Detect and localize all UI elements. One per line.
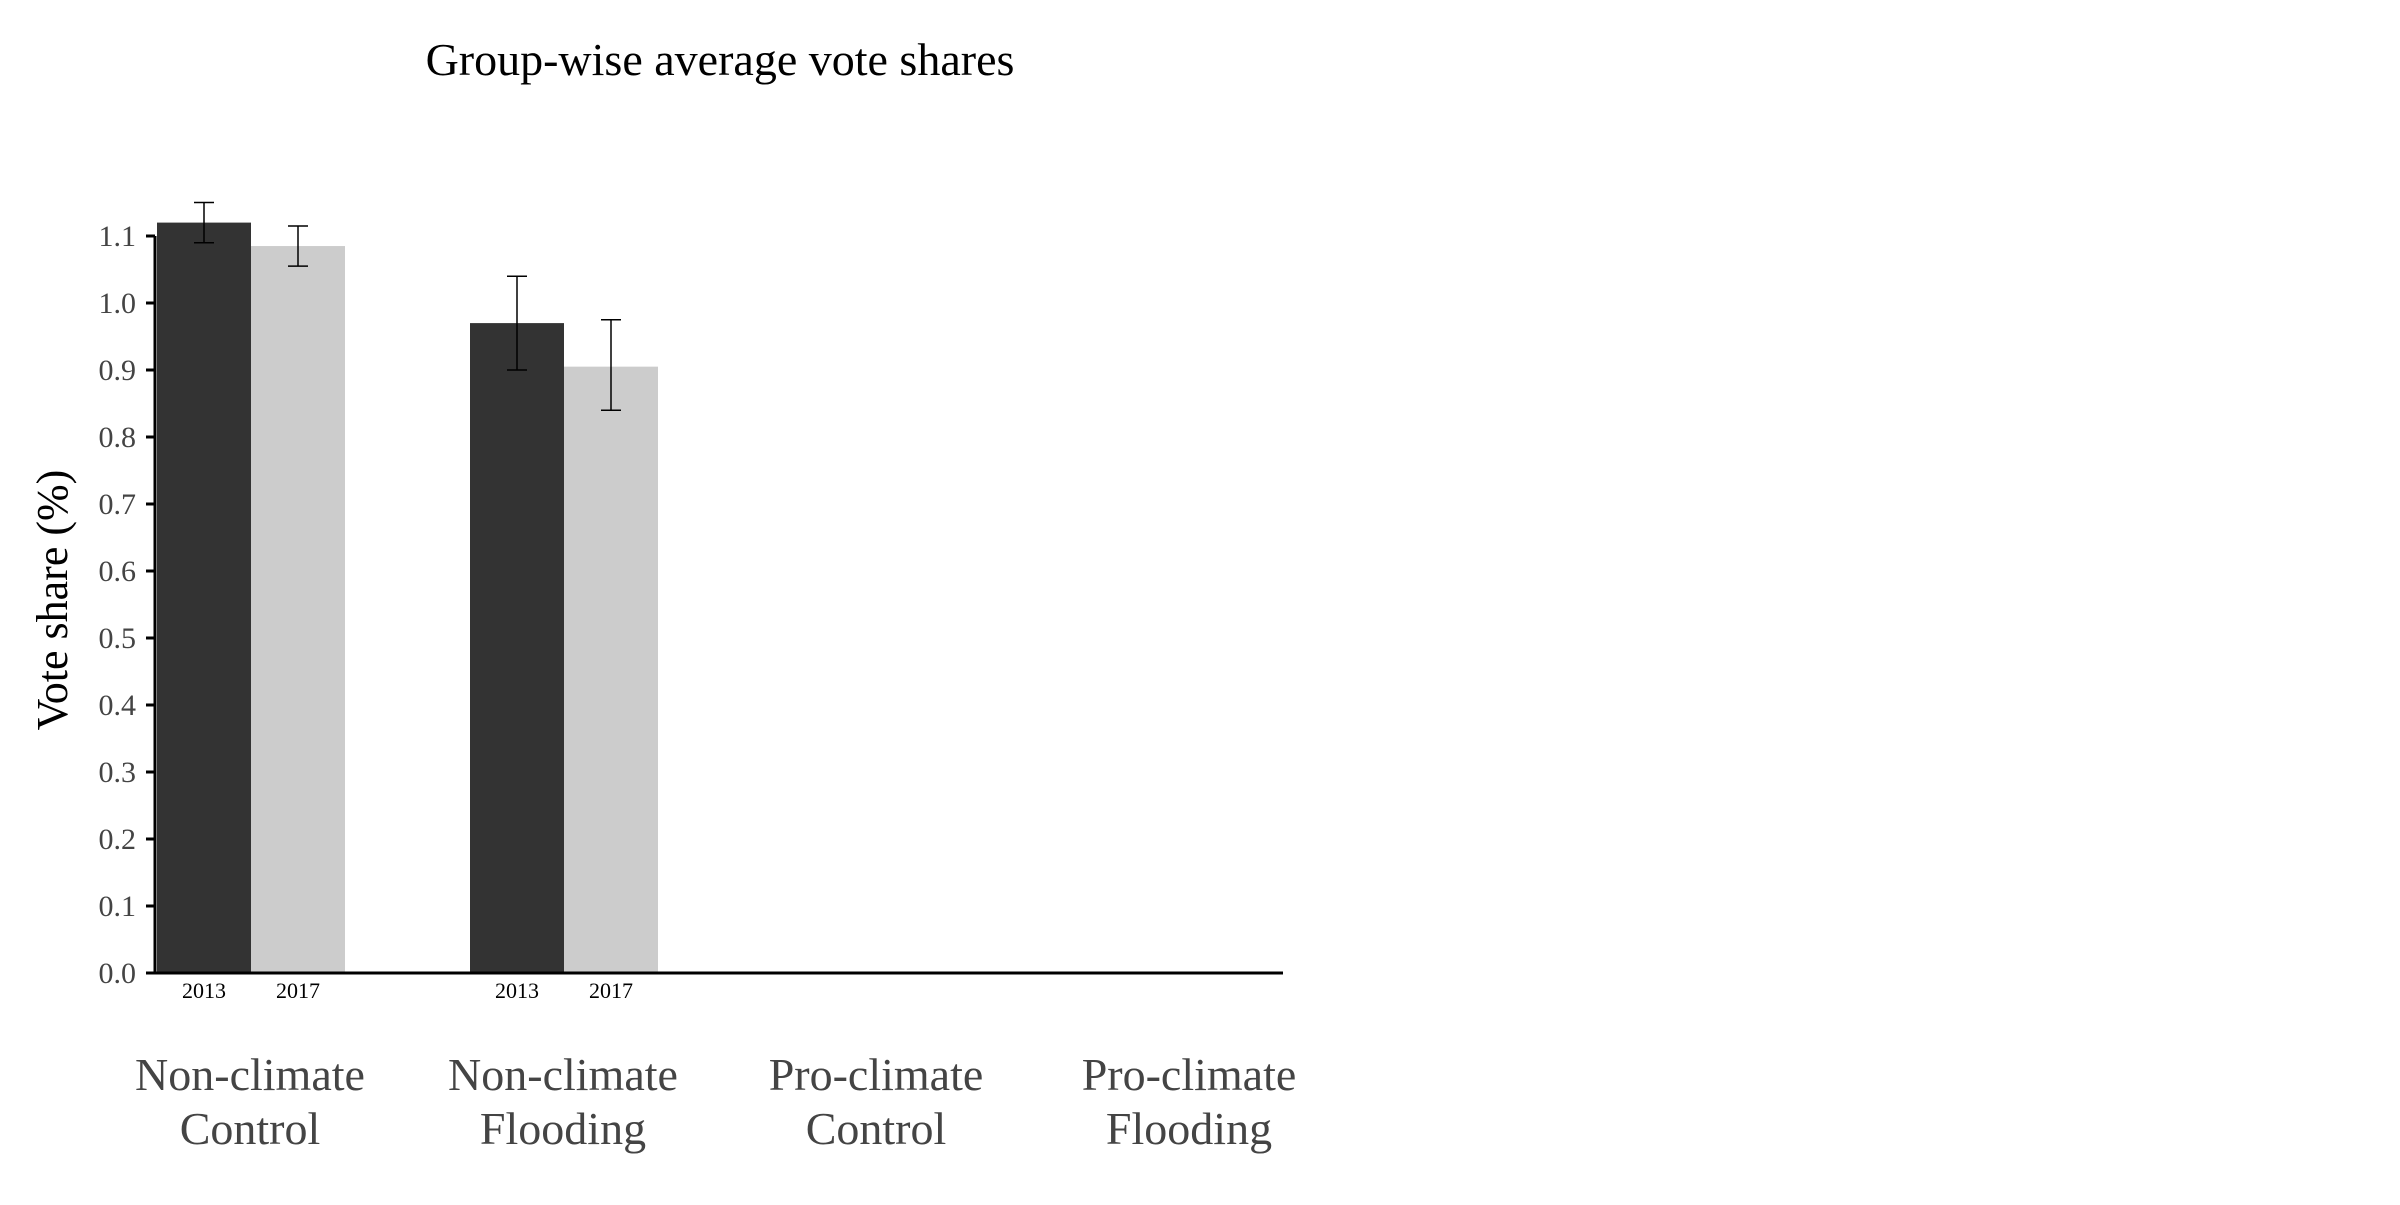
y-tick-label-0.5: 0.5 bbox=[99, 622, 137, 655]
y-tick-label-1.1: 1.1 bbox=[99, 220, 137, 253]
y-tick-label-0.0: 0.0 bbox=[99, 957, 137, 990]
y-tick-label-0.1: 0.1 bbox=[99, 890, 137, 923]
category-label-3-1: Flooding bbox=[1106, 1103, 1272, 1154]
y-tick-label-0.3: 0.3 bbox=[99, 756, 137, 789]
bars-layer bbox=[157, 222, 658, 974]
y-tick-label-0.2: 0.2 bbox=[99, 823, 137, 856]
axes-layer bbox=[146, 234, 1283, 975]
category-label-2-1: Control bbox=[806, 1103, 947, 1154]
year-label-2017-1: 2017 bbox=[589, 978, 633, 1003]
bar-2017-0 bbox=[251, 246, 345, 974]
chart-title: Group-wise average vote shares bbox=[426, 34, 1015, 85]
year-label-2013-0: 2013 bbox=[182, 978, 226, 1003]
year-label-2013-1: 2013 bbox=[495, 978, 539, 1003]
labels-layer: 2013 2017 2013 2017 0.0 0.1 0.2 0.3 0.4 0.5 0.6 0.7… bbox=[99, 220, 1297, 1154]
error-bars-layer bbox=[194, 201, 621, 411]
bar-2013-0 bbox=[157, 222, 251, 974]
y-tick-label-1.0: 1.0 bbox=[99, 287, 137, 320]
y-tick-label-0.6: 0.6 bbox=[99, 555, 137, 588]
bar-2013-1 bbox=[470, 323, 564, 974]
category-label-1-1: Flooding bbox=[480, 1103, 646, 1154]
category-label-2-0: Pro-climate bbox=[769, 1049, 984, 1100]
y-tick-label-0.8: 0.8 bbox=[99, 421, 137, 454]
category-label-0-1: Control bbox=[180, 1103, 321, 1154]
y-tick-label-0.4: 0.4 bbox=[99, 689, 137, 722]
category-label-0-0: Non-climate bbox=[135, 1049, 365, 1100]
y-axis-label: Vote share (%) bbox=[28, 470, 77, 731]
category-label-3-0: Pro-climate bbox=[1082, 1049, 1297, 1100]
bar-2017-1 bbox=[564, 366, 658, 973]
category-label-1-0: Non-climate bbox=[448, 1049, 678, 1100]
y-tick-label-0.9: 0.9 bbox=[99, 354, 137, 387]
year-label-2017-0: 2017 bbox=[276, 978, 320, 1003]
y-tick-label-0.7: 0.7 bbox=[99, 488, 137, 521]
